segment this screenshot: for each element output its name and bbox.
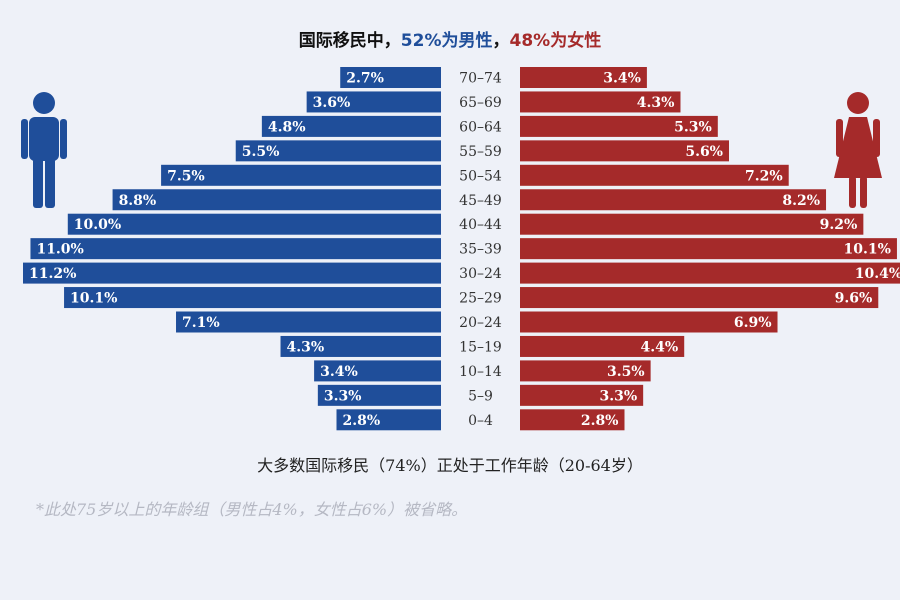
- female-bar-6: [520, 213, 864, 235]
- female-bar-label-6: 9.2%: [820, 217, 858, 233]
- age-group-label-7: 35–39: [459, 242, 502, 258]
- male-bar-label-13: 3.3%: [324, 388, 362, 404]
- male-bar-4: [161, 164, 441, 186]
- female-bar-label-8: 10.4%: [855, 266, 900, 282]
- age-group-label-10: 20–24: [459, 315, 502, 331]
- female-bar-0: [520, 67, 647, 88]
- title-male-pct: 52%: [400, 31, 442, 51]
- chart-title: 国际移民中，52%为男性，48%为女性: [0, 26, 900, 51]
- male-bar-label-8: 11.2%: [29, 266, 76, 282]
- male-bar-11: [280, 335, 441, 357]
- female-bar-label-13: 3.3%: [599, 388, 637, 404]
- male-bar-0: [340, 67, 441, 88]
- male-bar-label-3: 5.5%: [242, 144, 280, 160]
- male-bar-5: [112, 189, 442, 211]
- male-bar-label-5: 8.8%: [119, 193, 157, 209]
- age-group-label-0: 70–74: [459, 71, 502, 87]
- male-bar-label-7: 11.0%: [36, 242, 83, 258]
- male-bar-12: [314, 360, 441, 382]
- male-bar-label-9: 10.1%: [70, 291, 117, 307]
- female-bar-label-2: 5.3%: [674, 119, 712, 135]
- title-separator: ，: [492, 31, 510, 51]
- chart-footnote: *此处75岁以上的年龄组（男性占4%，女性占6%）被省略。: [36, 500, 468, 519]
- female-bar-label-11: 4.4%: [641, 339, 679, 355]
- male-bar-6: [67, 213, 442, 235]
- title-female-pct: 48%: [509, 31, 551, 51]
- title-male-word: 为男性: [441, 31, 493, 51]
- female-bar-label-7: 10.1%: [844, 242, 891, 258]
- male-bar-8: [23, 262, 441, 284]
- female-bar-8: [520, 262, 900, 284]
- female-bar-label-5: 8.2%: [782, 193, 820, 209]
- female-bar-label-9: 9.6%: [835, 291, 873, 307]
- age-group-label-12: 10–14: [459, 364, 502, 380]
- female-bar-10: [520, 311, 778, 333]
- age-group-label-13: 5–9: [468, 388, 493, 404]
- female-bar-7: [520, 238, 897, 260]
- female-bar-label-3: 5.6%: [685, 144, 723, 160]
- age-group-label-14: 0–4: [468, 413, 493, 429]
- male-bar-3: [235, 140, 441, 162]
- age-group-label-9: 25–29: [459, 291, 502, 307]
- male-bar-9: [64, 287, 441, 309]
- male-bar-label-14: 2.8%: [343, 413, 381, 429]
- title-prefix: 国际移民中，: [298, 31, 401, 51]
- chart-caption: 大多数国际移民（74%）正处于工作年龄（20-64岁）: [257, 456, 643, 475]
- female-bar-13: [520, 384, 644, 406]
- age-group-label-4: 50–54: [459, 168, 502, 184]
- female-bar-label-1: 4.3%: [637, 95, 675, 111]
- female-bar-label-14: 2.8%: [581, 413, 619, 429]
- female-bar-5: [520, 189, 827, 211]
- male-bar-label-10: 7.1%: [182, 315, 220, 331]
- male-bar-label-12: 3.4%: [320, 364, 358, 380]
- male-bar-14: [336, 409, 441, 431]
- female-bar-11: [520, 335, 685, 357]
- male-bar-label-0: 2.7%: [346, 71, 384, 87]
- age-group-label-2: 60–64: [459, 119, 502, 135]
- title-female-word: 为女性: [550, 31, 602, 51]
- male-bar-7: [30, 238, 441, 260]
- age-group-label-1: 65–69: [459, 95, 502, 111]
- female-bar-label-4: 7.2%: [745, 168, 783, 184]
- male-bar-label-6: 10.0%: [74, 217, 121, 233]
- age-group-label-3: 55–59: [459, 144, 502, 160]
- male-bar-label-4: 7.5%: [167, 168, 205, 184]
- male-bar-label-11: 4.3%: [287, 339, 325, 355]
- female-bar-2: [520, 115, 718, 137]
- female-bar-label-10: 6.9%: [734, 315, 772, 331]
- age-group-label-11: 15–19: [459, 339, 502, 355]
- age-group-label-5: 45–49: [459, 193, 502, 209]
- female-bar-3: [520, 140, 729, 162]
- female-bar-9: [520, 287, 879, 309]
- male-icon: [21, 92, 67, 208]
- male-bar-10: [176, 311, 441, 333]
- male-bar-13: [317, 384, 441, 406]
- female-bar-4: [520, 164, 789, 186]
- female-bar-12: [520, 360, 651, 382]
- age-group-label-8: 30–24: [459, 266, 502, 282]
- female-bar-1: [520, 91, 681, 113]
- female-bar-label-12: 3.5%: [607, 364, 645, 380]
- male-bar-1: [306, 91, 441, 113]
- female-bar-label-0: 3.4%: [603, 71, 641, 87]
- female-bar-14: [520, 409, 625, 431]
- male-bar-2: [261, 115, 441, 137]
- age-group-label-6: 40–44: [459, 217, 502, 233]
- female-icon: [834, 92, 882, 208]
- male-bar-label-1: 3.6%: [313, 95, 351, 111]
- male-bar-label-2: 4.8%: [268, 119, 306, 135]
